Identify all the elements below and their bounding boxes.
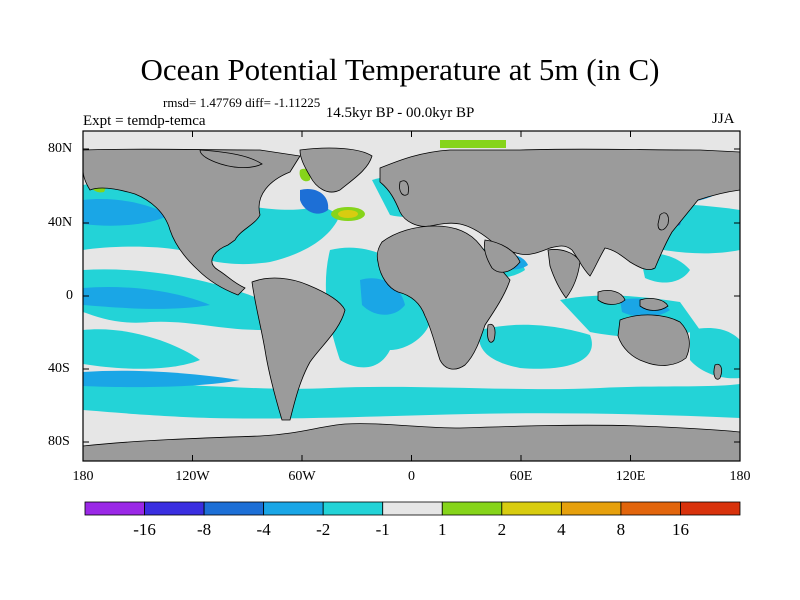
colorbar-label: 1 (438, 520, 447, 539)
colorbar-label: -4 (256, 520, 271, 539)
australia (617, 314, 690, 366)
north-america (83, 148, 301, 296)
arabia (484, 239, 521, 273)
eurasia (379, 148, 740, 277)
japan (657, 212, 669, 231)
axis-ticks (82, 131, 741, 461)
india (547, 249, 581, 299)
period-label: 14.5kyr BP - 00.0kyr BP (325, 105, 475, 121)
lon-label: 60W (288, 469, 316, 484)
colorbar-swatch (144, 501, 205, 516)
lat-label: 40S (48, 361, 70, 376)
lat-label: 0 (66, 288, 73, 303)
lon-label: 120E (615, 469, 646, 484)
british-isles (399, 180, 409, 196)
lat-label: 40N (48, 215, 73, 230)
new-guinea (639, 298, 669, 311)
colorbar-label: -2 (316, 520, 331, 539)
season-label: JJA (712, 111, 735, 127)
colorbar-swatch (620, 501, 681, 516)
colorbar-swatch (680, 501, 741, 516)
colorbar-swatch (560, 501, 622, 516)
lon-label: 60E (509, 469, 533, 484)
new-zealand (713, 363, 723, 380)
indonesia (597, 290, 626, 305)
colorbar-swatch (441, 501, 503, 516)
experiment-label: Expt = temdp-temca (83, 113, 206, 129)
greenland (299, 147, 373, 193)
madagascar (487, 323, 496, 343)
colorbar-label: -16 (133, 520, 156, 539)
south-america (251, 277, 346, 421)
lat-label: 80S (48, 434, 70, 449)
colorbar-swatch (382, 501, 443, 516)
colorbar-label: -8 (196, 520, 212, 539)
colorbar-label: -1 (375, 520, 390, 539)
colorbar-label: 2 (497, 520, 507, 539)
colorbar-label: 16 (671, 520, 689, 539)
colorbar-swatch (501, 501, 562, 516)
arctic-islands (199, 149, 263, 168)
colorbar-swatch (263, 501, 324, 516)
chart-title: Ocean Potential Temperature at 5m (in C) (140, 52, 660, 87)
lat-label: 80N (48, 141, 73, 156)
lon-label: 180 (72, 469, 94, 484)
lon-label: 0 (408, 469, 415, 484)
lon-label: 120W (175, 469, 210, 484)
colorbar-swatch (322, 501, 384, 516)
africa (376, 225, 511, 370)
stats-label: rmsd= 1.47769 diff= -1.11225 (163, 95, 321, 110)
land-masses (83, 147, 740, 461)
colorbar-label: 4 (557, 520, 566, 539)
colorbar-swatch (203, 501, 265, 516)
colorbar-label: 8 (616, 520, 626, 539)
antarctica (83, 423, 740, 461)
colorbar-swatch (84, 501, 145, 516)
lon-label: 180 (729, 469, 751, 484)
